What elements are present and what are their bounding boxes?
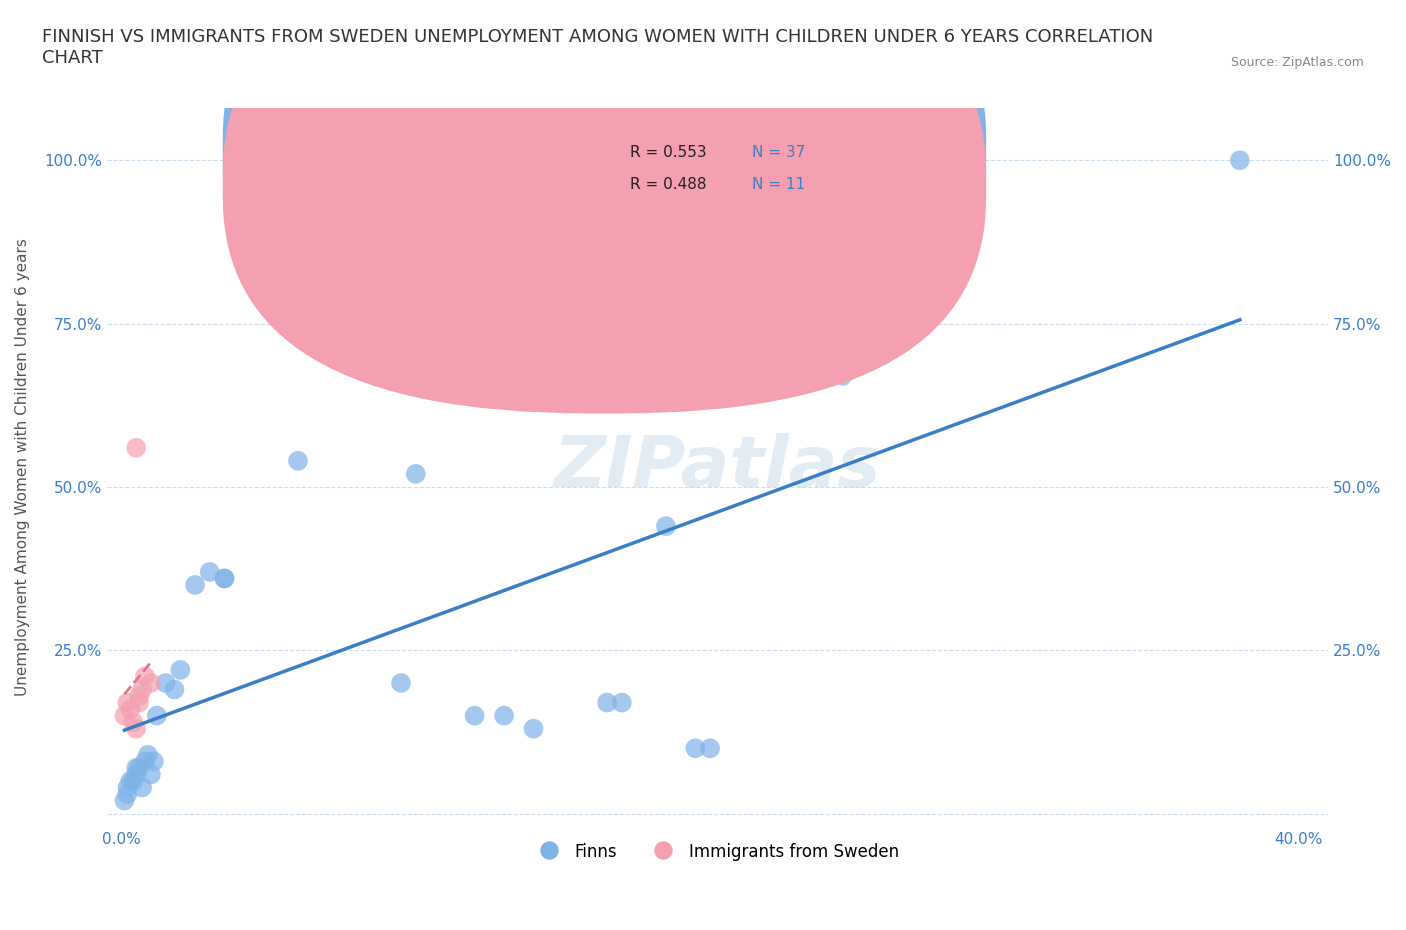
Point	[120, 774, 142, 789]
FancyBboxPatch shape	[222, 0, 986, 414]
Point	[120, 701, 142, 716]
Point	[136, 748, 159, 763]
Point	[125, 767, 148, 782]
Point	[214, 571, 236, 586]
Point	[122, 715, 145, 730]
Text: N = 11: N = 11	[752, 178, 804, 193]
Point	[522, 722, 544, 737]
Point	[301, 277, 323, 292]
Point	[198, 565, 221, 579]
Text: ZIPatlas: ZIPatlas	[554, 432, 882, 502]
Point	[596, 695, 619, 710]
Point	[685, 741, 707, 756]
Text: FINNISH VS IMMIGRANTS FROM SWEDEN UNEMPLOYMENT AMONG WOMEN WITH CHILDREN UNDER 6: FINNISH VS IMMIGRANTS FROM SWEDEN UNEMPL…	[42, 28, 1153, 67]
FancyBboxPatch shape	[222, 0, 986, 385]
Y-axis label: Unemployment Among Women with Children Under 6 years: Unemployment Among Women with Children U…	[15, 238, 30, 697]
Point	[163, 682, 186, 697]
Point	[389, 675, 412, 690]
Point	[134, 754, 156, 769]
Point	[131, 682, 153, 697]
Point	[405, 467, 427, 482]
FancyBboxPatch shape	[558, 123, 889, 208]
Text: R = 0.553: R = 0.553	[630, 145, 706, 160]
Point	[184, 578, 207, 592]
Point	[139, 767, 162, 782]
Point	[125, 761, 148, 776]
Point	[117, 787, 139, 802]
Point	[117, 695, 139, 710]
Point	[494, 708, 516, 723]
Point	[117, 780, 139, 795]
Point	[142, 754, 165, 769]
Point	[131, 780, 153, 795]
Text: N = 37: N = 37	[752, 145, 804, 160]
Text: Source: ZipAtlas.com: Source: ZipAtlas.com	[1230, 56, 1364, 69]
Point	[112, 793, 135, 808]
Point	[128, 695, 150, 710]
Point	[146, 708, 169, 723]
Text: R = 0.488: R = 0.488	[630, 178, 706, 193]
Point	[464, 708, 486, 723]
Point	[1229, 153, 1251, 167]
Point	[169, 662, 191, 677]
Point	[128, 761, 150, 776]
Point	[128, 688, 150, 703]
Point	[567, 394, 589, 409]
Point	[122, 774, 145, 789]
Point	[112, 708, 135, 723]
Point	[134, 669, 156, 684]
Point	[699, 741, 721, 756]
Point	[155, 675, 177, 690]
Point	[831, 368, 853, 383]
Point	[125, 440, 148, 455]
Point	[125, 722, 148, 737]
Point	[139, 675, 162, 690]
Legend: Finns, Immigrants from Sweden: Finns, Immigrants from Sweden	[530, 835, 905, 869]
Point	[214, 571, 236, 586]
Point	[655, 519, 678, 534]
Point	[287, 454, 309, 469]
Point	[610, 695, 633, 710]
Point	[581, 394, 603, 409]
